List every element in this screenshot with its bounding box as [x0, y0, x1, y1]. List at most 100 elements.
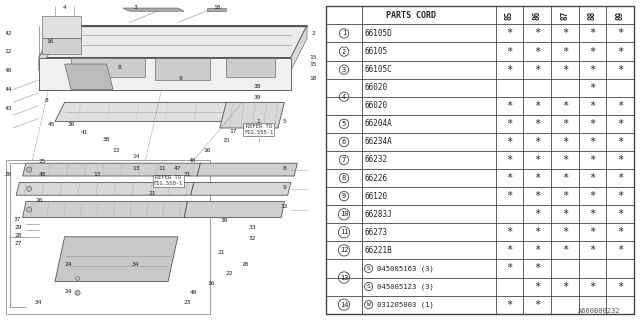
- Text: 85: 85: [505, 11, 514, 20]
- Text: *: *: [534, 46, 540, 57]
- Text: *: *: [506, 300, 513, 310]
- Text: 38: 38: [253, 84, 260, 89]
- Text: 40: 40: [190, 290, 198, 295]
- Text: *: *: [617, 191, 623, 201]
- Text: *: *: [617, 209, 623, 219]
- Text: 11: 11: [340, 229, 348, 235]
- Text: *: *: [562, 155, 568, 165]
- Text: *: *: [589, 137, 596, 147]
- Text: 30: 30: [221, 218, 228, 223]
- Text: *: *: [562, 209, 568, 219]
- Text: 66273: 66273: [365, 228, 388, 237]
- Text: 23: 23: [184, 300, 191, 305]
- Text: 44: 44: [4, 87, 12, 92]
- Text: *: *: [617, 137, 623, 147]
- Text: *: *: [506, 101, 513, 111]
- Text: 17: 17: [229, 129, 236, 134]
- Text: 36: 36: [208, 281, 216, 286]
- Text: 66105: 66105: [365, 47, 388, 56]
- Text: 28: 28: [14, 233, 22, 238]
- Text: 21: 21: [218, 250, 225, 255]
- Text: 2: 2: [312, 31, 316, 36]
- Text: *: *: [562, 191, 568, 201]
- Text: *: *: [562, 65, 568, 75]
- Text: *: *: [562, 137, 568, 147]
- Text: *: *: [617, 46, 623, 57]
- Polygon shape: [184, 202, 284, 218]
- Text: 33: 33: [248, 225, 256, 230]
- Text: *: *: [589, 65, 596, 75]
- Circle shape: [26, 167, 31, 172]
- Text: *: *: [562, 28, 568, 38]
- Text: *: *: [534, 282, 540, 292]
- Text: REFER TO
FIG.550-1: REFER TO FIG.550-1: [154, 175, 182, 186]
- Text: 66221B: 66221B: [365, 246, 392, 255]
- Text: *: *: [534, 28, 540, 38]
- Text: 13: 13: [340, 275, 348, 281]
- Text: 31: 31: [184, 172, 191, 177]
- Text: *: *: [617, 282, 623, 292]
- Text: 20: 20: [242, 261, 250, 267]
- Polygon shape: [155, 58, 210, 80]
- Text: *: *: [562, 245, 568, 255]
- Text: 24: 24: [64, 289, 72, 294]
- Text: 66020: 66020: [365, 83, 388, 92]
- Text: *: *: [589, 83, 596, 93]
- Text: 43: 43: [4, 106, 12, 111]
- Text: 9: 9: [342, 193, 346, 199]
- Text: 66232: 66232: [365, 156, 388, 164]
- Text: *: *: [534, 263, 540, 274]
- Text: *: *: [562, 227, 568, 237]
- Polygon shape: [55, 237, 178, 282]
- Text: *: *: [562, 101, 568, 111]
- Text: *: *: [617, 65, 623, 75]
- Text: S: S: [367, 284, 371, 289]
- Text: 47: 47: [174, 165, 182, 171]
- Text: A660B00232: A660B00232: [579, 308, 621, 314]
- Polygon shape: [291, 26, 307, 70]
- Text: 10: 10: [340, 211, 348, 217]
- Text: 15: 15: [310, 61, 317, 67]
- Text: *: *: [617, 173, 623, 183]
- Text: *: *: [589, 101, 596, 111]
- Text: *: *: [589, 155, 596, 165]
- Polygon shape: [191, 182, 291, 195]
- Text: *: *: [506, 245, 513, 255]
- Polygon shape: [227, 58, 275, 77]
- Text: 2: 2: [342, 49, 346, 54]
- Text: 15: 15: [223, 138, 230, 143]
- Text: 22: 22: [226, 271, 233, 276]
- Text: *: *: [562, 119, 568, 129]
- Text: 045005163 (3): 045005163 (3): [377, 265, 433, 272]
- Polygon shape: [39, 58, 291, 90]
- Text: *: *: [534, 101, 540, 111]
- Text: 34: 34: [35, 300, 42, 305]
- Text: 39: 39: [253, 95, 260, 100]
- Text: 48: 48: [38, 172, 46, 177]
- Text: *: *: [506, 65, 513, 75]
- Text: PARTS CORD: PARTS CORD: [386, 11, 436, 20]
- Text: *: *: [506, 119, 513, 129]
- Text: 42: 42: [4, 31, 12, 36]
- Text: 38: 38: [103, 137, 111, 142]
- Text: 66020: 66020: [365, 101, 388, 110]
- Text: 18: 18: [212, 5, 220, 10]
- Text: *: *: [617, 155, 623, 165]
- Polygon shape: [65, 64, 113, 90]
- Text: 14: 14: [132, 154, 140, 159]
- Text: 45: 45: [48, 122, 56, 127]
- Text: REFER TO
FIG.555-1: REFER TO FIG.555-1: [244, 124, 273, 135]
- Text: 9: 9: [179, 76, 183, 81]
- Polygon shape: [39, 26, 307, 58]
- Polygon shape: [71, 58, 145, 77]
- Circle shape: [75, 290, 80, 295]
- Text: 88: 88: [588, 11, 597, 20]
- Text: *: *: [617, 119, 623, 129]
- Polygon shape: [22, 202, 188, 218]
- Text: 12: 12: [4, 49, 12, 54]
- Text: *: *: [617, 28, 623, 38]
- Text: 66234A: 66234A: [365, 137, 392, 147]
- Text: 3: 3: [342, 67, 346, 73]
- Text: *: *: [589, 46, 596, 57]
- Polygon shape: [207, 8, 227, 11]
